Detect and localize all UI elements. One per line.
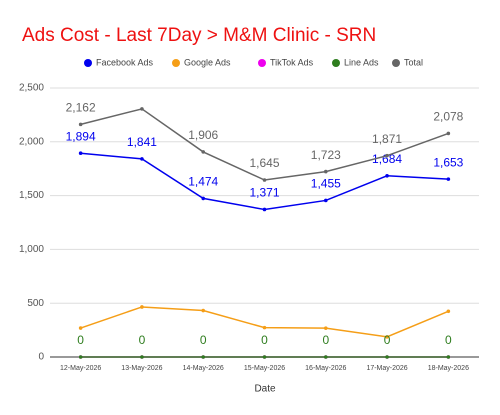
point	[78, 326, 83, 330]
data-label: 1,871	[372, 132, 402, 146]
x-tick-label: 14-May-2026	[183, 365, 224, 372]
point	[140, 157, 144, 161]
point	[385, 355, 389, 359]
x-tick-label: 15-May-2026	[244, 365, 285, 372]
chart-title: Ads Cost - Last 7Day > M&M Clinic - SRN	[22, 25, 376, 46]
point	[385, 153, 389, 158]
data-label: 0	[77, 333, 84, 347]
data-label: 0	[384, 333, 391, 347]
data-label: 1,371	[249, 186, 279, 200]
y-tick-label: 2,000	[19, 136, 44, 147]
x-tick-label: 17-May-2026	[366, 365, 407, 372]
data-label: 1,684	[372, 152, 402, 166]
x-tick-label: 18-May-2026	[428, 365, 469, 372]
y-tick-label: 500	[27, 298, 44, 309]
point	[262, 325, 267, 330]
data-label: 1,723	[311, 148, 341, 162]
point	[78, 122, 83, 127]
point	[140, 107, 144, 111]
point	[385, 335, 389, 339]
data-label: 1,653	[433, 155, 463, 169]
point	[201, 308, 206, 313]
x-tick-label: 13-May-2026	[121, 365, 162, 372]
data-label: 1,906	[188, 128, 218, 142]
x-tick-label: 12-May-2026	[60, 365, 101, 372]
data-label: 0	[139, 333, 146, 347]
point	[446, 131, 451, 136]
legend-label: Line Ads	[344, 57, 379, 67]
legend-marker	[258, 59, 266, 67]
y-tick-label: 1,000	[19, 244, 44, 255]
legend-marker	[84, 59, 92, 67]
point	[323, 355, 328, 359]
data-label: 2,078	[433, 110, 463, 124]
x-axis-title: Date	[254, 384, 276, 395]
point	[323, 169, 328, 174]
legend-marker	[332, 59, 340, 67]
point	[446, 355, 451, 359]
point	[323, 198, 328, 203]
point	[78, 151, 83, 156]
data-label: 2,162	[66, 101, 96, 115]
point	[262, 207, 267, 212]
point	[78, 355, 83, 359]
data-label: 0	[445, 333, 452, 347]
legend-marker	[392, 59, 400, 67]
legend-label: Google Ads	[184, 57, 231, 67]
x-tick-label: 16-May-2026	[305, 365, 346, 372]
point	[201, 150, 206, 154]
data-label: 0	[200, 333, 207, 347]
point	[201, 196, 206, 201]
data-label: 0	[322, 333, 329, 347]
data-label: 1,841	[127, 135, 157, 149]
data-label: 1,474	[188, 175, 218, 189]
data-label: 1,894	[66, 129, 96, 143]
data-label: 0	[261, 333, 268, 347]
point	[262, 355, 267, 359]
point	[140, 305, 144, 309]
legend-label: TikTok Ads	[270, 57, 314, 67]
legend-marker	[172, 59, 180, 67]
point	[385, 174, 389, 178]
data-label: 1,645	[249, 156, 279, 170]
point	[446, 309, 451, 314]
point	[262, 178, 267, 182]
point	[201, 355, 206, 359]
point	[323, 326, 328, 330]
y-tick-label: 2,500	[19, 83, 44, 94]
y-tick-label: 1,500	[19, 190, 44, 201]
point	[446, 177, 451, 181]
legend-label: Total	[404, 57, 423, 67]
legend-label: Facebook Ads	[96, 57, 154, 67]
point	[140, 355, 144, 359]
data-label: 1,455	[311, 177, 341, 191]
y-tick-label: 0	[38, 352, 44, 363]
